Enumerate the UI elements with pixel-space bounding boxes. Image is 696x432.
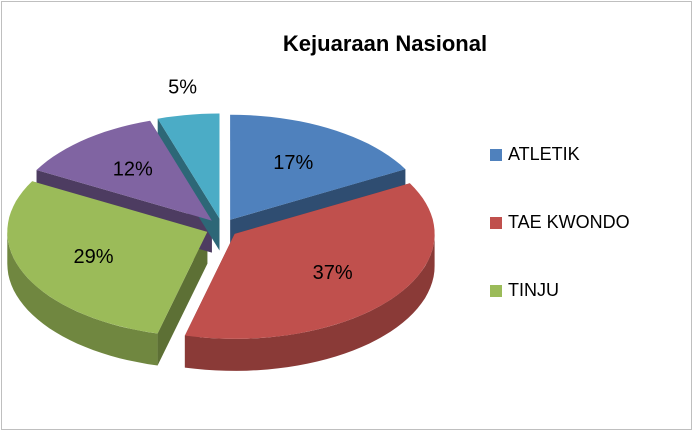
pie-tops: 17% 37% 29% 12% 5% bbox=[7, 76, 435, 339]
pie-slice bbox=[157, 113, 220, 219]
pie-slice bbox=[230, 114, 406, 220]
legend-label: ATLETIK bbox=[508, 144, 580, 164]
pie-slice bbox=[184, 183, 435, 339]
pie-slice bbox=[7, 181, 208, 334]
slice-wall bbox=[7, 231, 158, 366]
legend-swatch bbox=[490, 149, 502, 161]
data-label: 5% bbox=[168, 76, 197, 98]
chart-title: Kejuaraan Nasional bbox=[283, 31, 487, 56]
slice-wall bbox=[184, 233, 435, 371]
data-label: 17% bbox=[273, 152, 313, 174]
legend-swatch bbox=[490, 285, 502, 297]
data-label: 29% bbox=[73, 246, 113, 268]
data-label: 12% bbox=[113, 159, 153, 181]
legend-label: TINJU bbox=[508, 280, 559, 300]
pie-slice bbox=[36, 120, 212, 221]
data-label: 37% bbox=[313, 262, 353, 284]
legend: ATLETIK TAE KWONDO TINJU bbox=[490, 144, 630, 300]
legend-swatch bbox=[490, 217, 502, 229]
legend-label: TAE KWONDO bbox=[508, 212, 630, 232]
slice-side bbox=[157, 231, 208, 366]
